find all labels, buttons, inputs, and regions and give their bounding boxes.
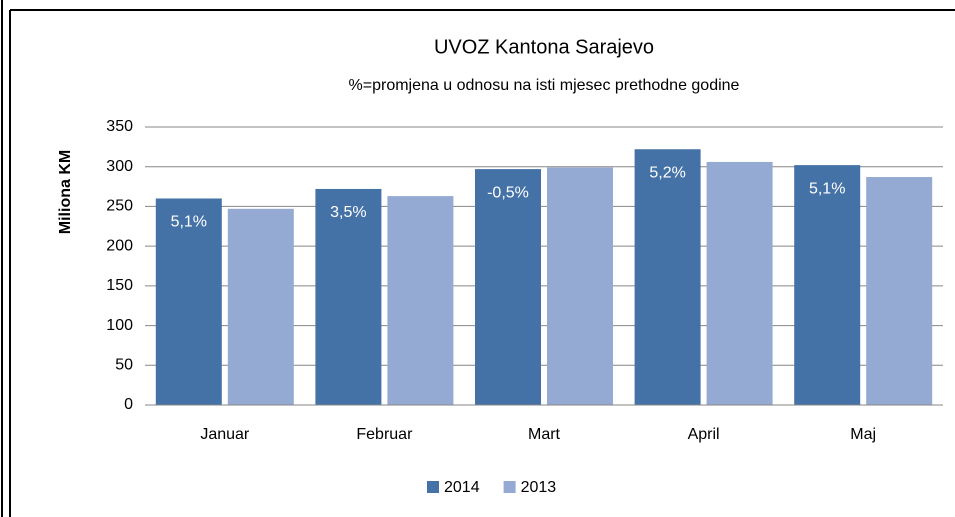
bar [794, 165, 861, 405]
x-tick-label: Mart [528, 426, 561, 443]
bar-annotation: 5,2% [649, 164, 685, 181]
y-tick-label: 350 [106, 118, 133, 135]
x-tick-label: Februar [356, 426, 413, 443]
y-tick-label: 300 [106, 158, 133, 175]
bar-annotation: 5,1% [809, 180, 845, 197]
legend-label: 2014 [444, 479, 480, 496]
legend-swatch [503, 481, 516, 493]
bar [387, 196, 454, 405]
bar-annotation: 5,1% [171, 214, 207, 231]
chart-title: UVOZ Kantona Sarajevo [434, 36, 654, 58]
bar-annotation: -0,5% [487, 184, 529, 201]
y-tick-label: 100 [106, 317, 133, 334]
bar [155, 198, 222, 405]
chart-subtitle: %=promjena u odnosu na isti mjesec preth… [349, 77, 740, 94]
bar [866, 177, 933, 405]
y-tick-label: 250 [106, 198, 133, 215]
legend-label: 2013 [521, 479, 557, 496]
bar [315, 188, 382, 405]
y-tick-label: 0 [124, 396, 133, 413]
bar [475, 169, 541, 405]
y-tick-label: 50 [115, 357, 133, 374]
y-tick-label: 200 [106, 237, 133, 254]
x-tick-label: Maj [850, 426, 876, 443]
x-tick-label: April [688, 426, 720, 443]
bar [634, 149, 701, 405]
legend-swatch [427, 481, 439, 493]
bar [547, 167, 613, 405]
y-axis-label: Miliona KM [57, 150, 74, 234]
bar-annotation: 3,5% [330, 204, 366, 221]
bar [706, 161, 773, 405]
y-tick-label: 150 [106, 277, 133, 294]
bar [227, 208, 294, 405]
x-tick-label: Januar [200, 426, 250, 443]
